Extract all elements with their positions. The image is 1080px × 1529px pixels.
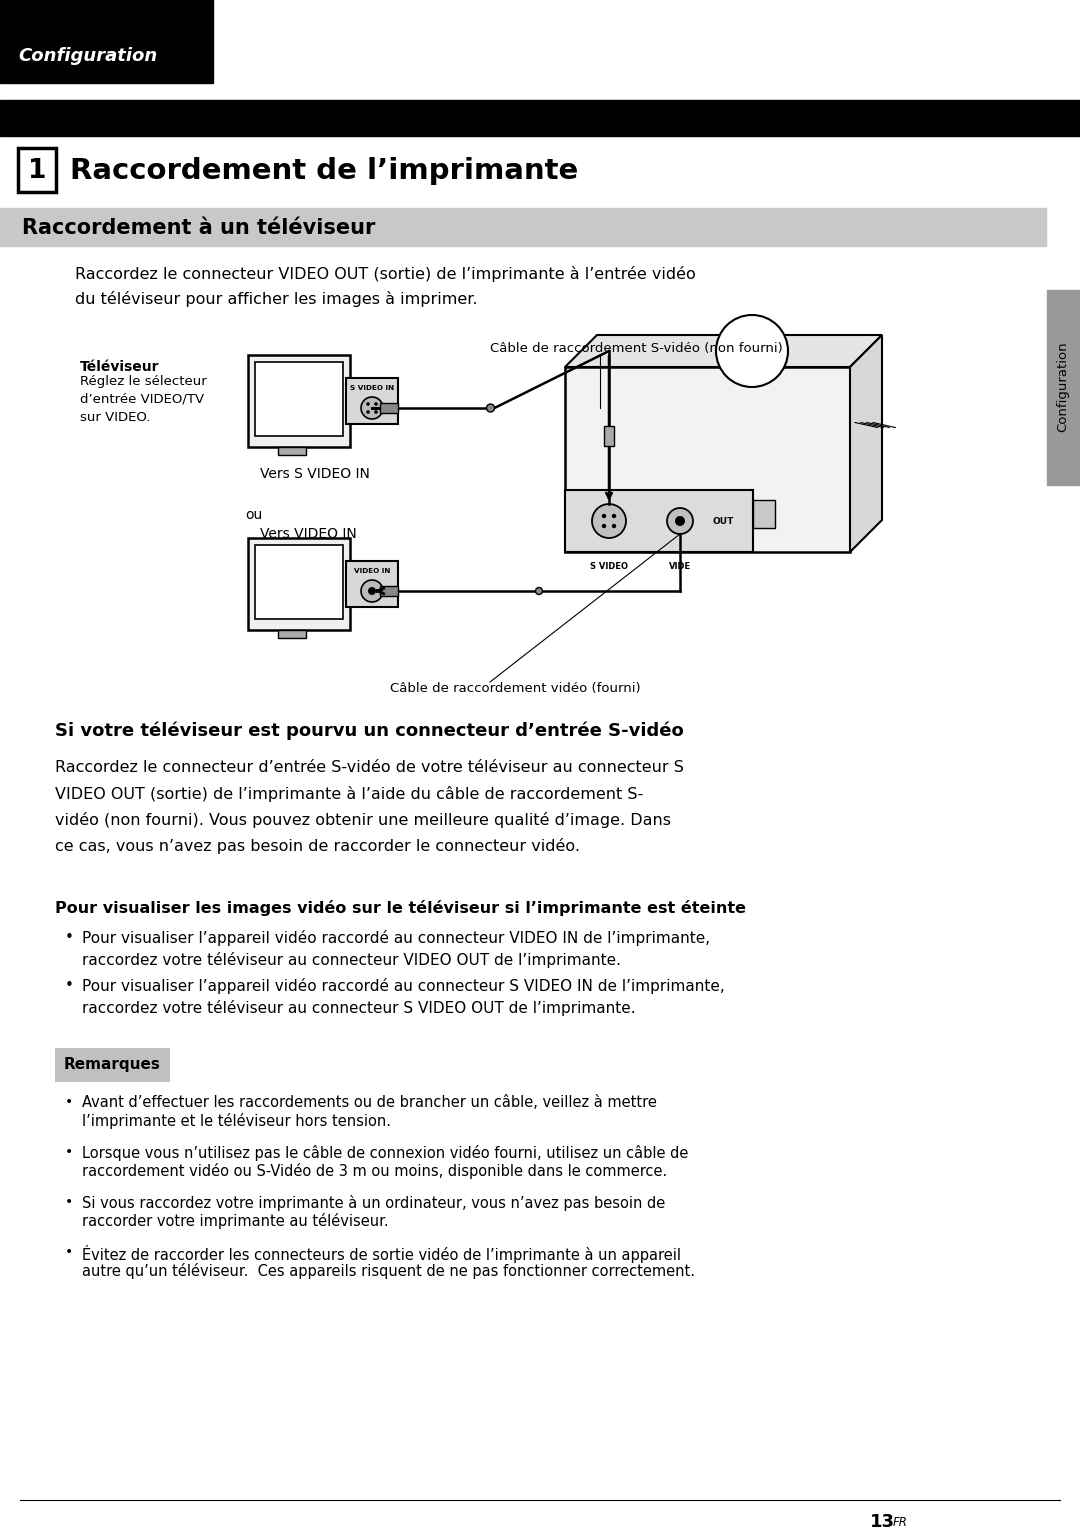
Text: Lorsque vous n’utilisez pas le câble de connexion vidéo fourni, utilisez un câbl: Lorsque vous n’utilisez pas le câble de …: [82, 1145, 688, 1161]
Circle shape: [536, 587, 542, 595]
Text: VIDE: VIDE: [669, 563, 691, 570]
Text: 13: 13: [870, 1514, 895, 1529]
Text: Raccordez le connecteur d’entrée S-vidéo de votre téléviseur au connecteur S: Raccordez le connecteur d’entrée S-vidéo…: [55, 760, 684, 775]
Bar: [565, 367, 850, 552]
Bar: [255, 544, 343, 619]
Text: du téléviseur pour afficher les images à imprimer.: du téléviseur pour afficher les images à…: [75, 291, 477, 307]
Text: vidéo (non fourni). Vous pouvez obtenir une meilleure qualité d’image. Dans: vidéo (non fourni). Vous pouvez obtenir …: [55, 812, 671, 829]
Text: Pour visualiser l’appareil vidéo raccordé au connecteur VIDEO IN de l’imprimante: Pour visualiser l’appareil vidéo raccord…: [82, 930, 711, 946]
Bar: [248, 355, 350, 446]
Text: l’imprimante et le téléviseur hors tension.: l’imprimante et le téléviseur hors tensi…: [82, 1113, 391, 1128]
Bar: [565, 489, 753, 552]
Text: Raccordez le connecteur VIDEO OUT (sortie) de l’imprimante à l’entrée vidéo: Raccordez le connecteur VIDEO OUT (sorti…: [75, 266, 696, 281]
Text: Avant d’effectuer les raccordements ou de brancher un câble, veillez à mettre: Avant d’effectuer les raccordements ou d…: [82, 1095, 657, 1110]
Bar: [604, 427, 615, 446]
Circle shape: [716, 315, 788, 387]
Text: Raccordement à un téléviseur: Raccordement à un téléviseur: [22, 219, 376, 239]
Text: raccordez votre téléviseur au connecteur VIDEO OUT de l’imprimante.: raccordez votre téléviseur au connecteur…: [82, 953, 621, 968]
Bar: [18, 148, 56, 193]
Text: ou: ou: [245, 508, 262, 521]
Circle shape: [611, 514, 617, 518]
Text: 1: 1: [28, 157, 46, 183]
Circle shape: [361, 398, 383, 419]
Text: Vers VIDEO IN: Vers VIDEO IN: [260, 528, 356, 541]
Bar: [346, 561, 399, 607]
Circle shape: [374, 410, 378, 414]
Polygon shape: [850, 335, 882, 552]
Text: Configuration: Configuration: [18, 47, 158, 66]
Circle shape: [667, 508, 693, 534]
Circle shape: [366, 410, 369, 414]
Text: autre qu’un téléviseur.  Ces appareils risquent de ne pas fonctionner correcteme: autre qu’un téléviseur. Ces appareils ri…: [82, 1263, 696, 1278]
Text: •: •: [65, 979, 73, 992]
Text: Remarques: Remarques: [64, 1058, 161, 1072]
Bar: [278, 446, 306, 456]
Circle shape: [374, 402, 378, 405]
Bar: [255, 362, 343, 436]
Text: raccordez votre téléviseur au connecteur S VIDEO OUT de l’imprimante.: raccordez votre téléviseur au connecteur…: [82, 1000, 636, 1015]
Text: OUT: OUT: [713, 517, 733, 526]
Text: •: •: [65, 1095, 73, 1109]
Text: Configuration: Configuration: [1056, 341, 1069, 433]
Circle shape: [361, 579, 383, 602]
Circle shape: [675, 515, 685, 526]
Polygon shape: [565, 335, 882, 367]
Bar: [0, 208, 1047, 246]
Bar: [380, 404, 399, 413]
Circle shape: [611, 524, 617, 528]
Text: Câble de raccordement S-vidéo (non fourni): Câble de raccordement S-vidéo (non fourn…: [490, 342, 783, 355]
Text: Raccordement de l’imprimante: Raccordement de l’imprimante: [70, 157, 578, 185]
Text: S VIDEO: S VIDEO: [590, 563, 627, 570]
Text: FR: FR: [893, 1515, 908, 1529]
Bar: [0, 0, 213, 83]
Bar: [753, 500, 775, 528]
Circle shape: [592, 505, 626, 538]
Text: VIDEO OUT (sortie) de l’imprimante à l’aide du câble de raccordement S-: VIDEO OUT (sortie) de l’imprimante à l’a…: [55, 786, 644, 803]
Bar: [0, 99, 1080, 136]
Text: Câble de raccordement vidéo (fourni): Câble de raccordement vidéo (fourni): [390, 682, 640, 696]
Text: •: •: [65, 1145, 73, 1159]
Text: ce cas, vous n’avez pas besoin de raccorder le connecteur vidéo.: ce cas, vous n’avez pas besoin de raccor…: [55, 838, 580, 855]
Text: Téléviseur: Téléviseur: [80, 359, 160, 375]
Circle shape: [366, 402, 369, 405]
Bar: [248, 538, 350, 630]
Text: Si vous raccordez votre imprimante à un ordinateur, vous n’avez pas besoin de: Si vous raccordez votre imprimante à un …: [82, 1196, 665, 1211]
Circle shape: [602, 524, 606, 528]
Text: VIDEO IN: VIDEO IN: [354, 567, 390, 573]
Bar: [346, 378, 399, 424]
Text: •: •: [65, 1196, 73, 1209]
Bar: [380, 586, 399, 596]
Text: raccordement vidéo ou S-Vidéo de 3 m ou moins, disponible dans le commerce.: raccordement vidéo ou S-Vidéo de 3 m ou …: [82, 1164, 667, 1179]
Text: Réglez le sélecteur
d’entrée VIDEO/TV
sur VIDEO.: Réglez le sélecteur d’entrée VIDEO/TV su…: [80, 375, 206, 424]
Text: Évitez de raccorder les connecteurs de sortie vidéo de l’imprimante à un apparei: Évitez de raccorder les connecteurs de s…: [82, 1245, 681, 1263]
Text: •: •: [65, 930, 73, 945]
Bar: [278, 630, 306, 638]
Text: Vers S VIDEO IN: Vers S VIDEO IN: [260, 466, 369, 482]
Text: Pour visualiser l’appareil vidéo raccordé au connecteur S VIDEO IN de l’impriman: Pour visualiser l’appareil vidéo raccord…: [82, 979, 725, 994]
Text: Si votre téléviseur est pourvu un connecteur d’entrée S-vidéo: Si votre téléviseur est pourvu un connec…: [55, 722, 684, 740]
Text: Pour visualiser les images vidéo sur le téléviseur si l’imprimante est éteinte: Pour visualiser les images vidéo sur le …: [55, 901, 746, 916]
Text: •: •: [65, 1245, 73, 1258]
Circle shape: [486, 404, 495, 411]
Circle shape: [602, 514, 606, 518]
Bar: [1047, 291, 1080, 485]
Circle shape: [368, 587, 376, 595]
Text: S VIDEO IN: S VIDEO IN: [350, 385, 394, 391]
Bar: [55, 1047, 170, 1083]
Text: raccorder votre imprimante au téléviseur.: raccorder votre imprimante au téléviseur…: [82, 1212, 389, 1229]
